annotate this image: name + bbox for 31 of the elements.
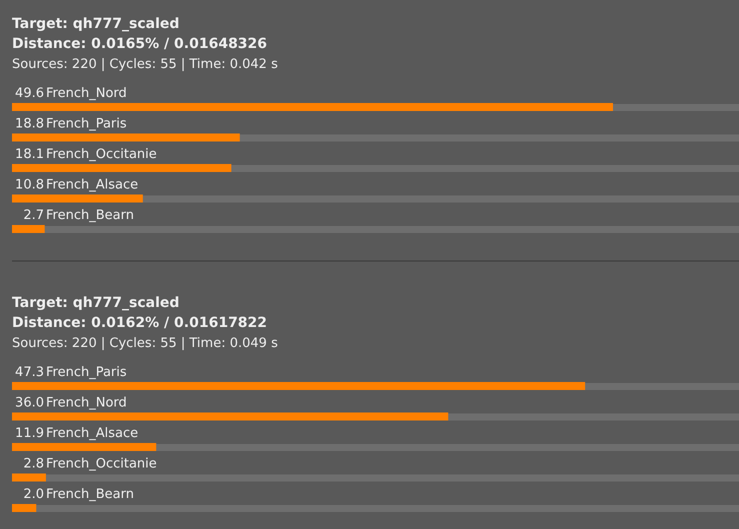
category-label: French_Paris [46, 116, 127, 132]
data-label: 36.0 [15, 396, 44, 410]
category-label: French_Alsace [46, 426, 138, 441]
chart-title: Target: qh777_scaled [12, 295, 180, 311]
category-label: French_Alsace [46, 178, 138, 192]
bar [12, 225, 45, 233]
source-note: Sources: 220 | Cycles: 55 | Time: 0.042 s [12, 57, 278, 72]
category-label: French_Bearn [46, 208, 134, 223]
data-label: 2.0 [23, 487, 44, 502]
chart-subtitle: Distance: 0.0165% / 0.01648326 [12, 36, 268, 52]
bar [12, 474, 46, 482]
category-label: French_Occitanie [46, 147, 157, 162]
category-label: French_Occitanie [46, 456, 157, 472]
bar [12, 504, 36, 512]
category-label: French_Nord [46, 86, 127, 101]
chart-subtitle: Distance: 0.0162% / 0.01617822 [12, 315, 268, 331]
data-label: 10.8 [15, 178, 44, 192]
chart-title: Target: qh777_scaled [12, 16, 180, 32]
data-label: 2.8 [23, 456, 44, 472]
category-label: French_Nord [46, 396, 127, 410]
bar [12, 443, 156, 451]
data-label: 49.6 [15, 86, 44, 101]
data-label: 47.3 [15, 365, 44, 380]
bar [12, 194, 143, 202]
category-label: French_Bearn [46, 487, 134, 502]
source-note: Sources: 220 | Cycles: 55 | Time: 0.049 s [12, 336, 278, 351]
data-label: 18.1 [15, 147, 44, 162]
category-label: French_Paris [46, 365, 127, 380]
data-label: 11.9 [15, 426, 44, 441]
data-label: 2.7 [23, 208, 44, 223]
data-label: 18.8 [15, 116, 44, 132]
